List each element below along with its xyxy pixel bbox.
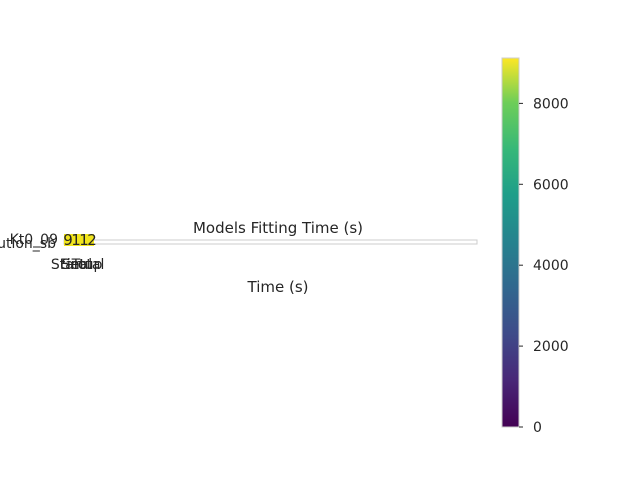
chart-title: Models Fitting Time (s) bbox=[193, 219, 363, 237]
cell-value-label: 1 bbox=[71, 231, 81, 249]
x-tick-label: Start bbox=[51, 257, 86, 273]
x-tick-label: Setup bbox=[62, 257, 103, 273]
colorbar-tick-label: 2000 bbox=[533, 339, 569, 355]
heatmap-cell bbox=[64, 234, 72, 246]
heatmap-frame bbox=[63, 239, 478, 245]
colorbar-tick-label: 8000 bbox=[533, 96, 569, 112]
y-tick-label: Resolution_sb bbox=[0, 236, 56, 252]
x-tick-label: Total bbox=[71, 257, 105, 273]
colorbar-tick-label: 6000 bbox=[533, 177, 569, 193]
heatmap-cells bbox=[64, 234, 94, 246]
heatmap-cell bbox=[71, 234, 79, 246]
colorbar-tick-label: 4000 bbox=[533, 258, 569, 274]
colorbar-tick-labels: 0 2000 4000 6000 8000 bbox=[519, 96, 569, 436]
colorbar-tick-label: 0 bbox=[533, 420, 542, 436]
heatmap-cell bbox=[79, 234, 87, 246]
cell-value-label: 1 bbox=[79, 231, 89, 249]
cell-value-label: 2 bbox=[87, 231, 97, 249]
cell-value-label: 9 bbox=[63, 231, 73, 249]
heatmap-cell bbox=[86, 234, 94, 246]
y-tick-label: Kt0_09 bbox=[10, 232, 58, 248]
colorbar bbox=[501, 57, 520, 428]
x-tick-label: Final bbox=[60, 257, 92, 273]
x-axis-label: Time (s) bbox=[247, 278, 309, 296]
